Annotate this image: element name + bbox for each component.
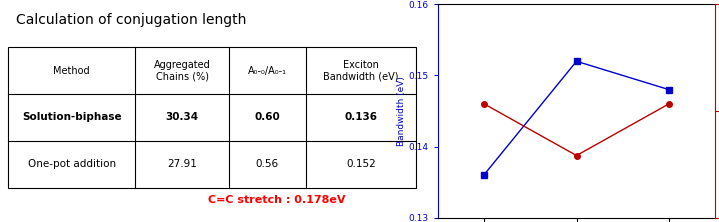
Y-axis label: Bandwidth (eV): Bandwidth (eV) (397, 76, 406, 146)
Text: 0.152: 0.152 (346, 159, 375, 169)
Text: 0.60: 0.60 (255, 112, 280, 122)
Text: 27.91: 27.91 (168, 159, 197, 169)
Text: 0.136: 0.136 (344, 112, 377, 122)
Text: Calculation of conjugation length: Calculation of conjugation length (16, 13, 247, 27)
Text: Aggregated
Chains (%): Aggregated Chains (%) (154, 60, 211, 81)
Text: Method: Method (53, 65, 90, 75)
Text: Exciton
Bandwidth (eV): Exciton Bandwidth (eV) (323, 60, 398, 81)
Text: C=C stretch : 0.178eV: C=C stretch : 0.178eV (208, 195, 345, 205)
Bar (8, 47, 416, 188)
Text: 0.56: 0.56 (256, 159, 279, 169)
Text: 30.34: 30.34 (165, 112, 198, 122)
Text: One-pot addition: One-pot addition (27, 159, 116, 169)
Text: A₀-₀/A₀-₁: A₀-₀/A₀-₁ (248, 65, 287, 75)
Text: Solution-biphase: Solution-biphase (22, 112, 122, 122)
